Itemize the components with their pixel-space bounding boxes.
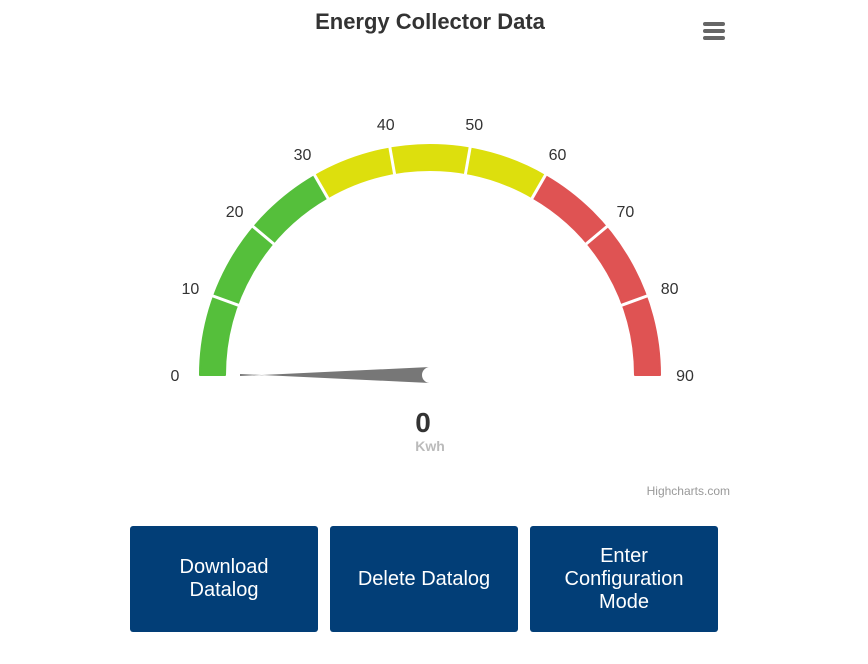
- enter-configuration-mode-button[interactable]: Enter Configuration Mode: [530, 526, 718, 632]
- gauge-tick-separator: [211, 294, 240, 307]
- gauge-tick-label: 10: [181, 281, 199, 298]
- highcharts-credits-link[interactable]: Highcharts.com: [646, 484, 730, 498]
- gauge-band-1: [199, 174, 329, 376]
- gauge-needle-layer: [240, 367, 430, 383]
- menu-bar: [703, 36, 725, 40]
- gauge-tick-separator: [388, 146, 397, 176]
- gauge-tick-separator: [312, 173, 330, 200]
- gauge-tick-label: 40: [377, 117, 395, 134]
- chart-title: Energy Collector Data: [315, 9, 545, 34]
- gauge-tick-label: 60: [549, 147, 567, 164]
- enter-configuration-mode-label: Enter Configuration Mode: [564, 544, 684, 613]
- gauge-tick-label: 90: [676, 368, 694, 385]
- gauge-tick-labels: 0 10 20 30 40 50 60 70 80 90: [171, 117, 694, 385]
- gauge-tick-label: 20: [226, 204, 244, 221]
- download-datalog-label: Download Datalog: [179, 556, 269, 601]
- gauge-tick-separator: [530, 173, 548, 200]
- menu-bar: [703, 29, 725, 33]
- download-datalog-button[interactable]: Download Datalog: [130, 526, 318, 632]
- gauge-tick-separator: [463, 146, 472, 176]
- gauge-tick-label: 0: [171, 368, 180, 385]
- menu-bar: [703, 22, 725, 26]
- gauge-bands: [199, 144, 661, 376]
- gauge-tick-label: 30: [294, 147, 312, 164]
- gauge-band-2: [314, 144, 546, 199]
- delete-datalog-button[interactable]: Delete Datalog: [330, 526, 518, 632]
- gauge-chart: 0 10 20 30 40 50 60 70 80 90 0 Kwh: [171, 117, 694, 454]
- gauge-value-label: 0: [415, 407, 431, 438]
- gauge-tick-label: 70: [616, 204, 634, 221]
- gauge-needle: [240, 367, 430, 383]
- gauge-tick-separator: [584, 224, 609, 246]
- gauge-unit-label: Kwh: [415, 438, 445, 454]
- gauge-tick-separator: [251, 224, 276, 246]
- gauge-band-3: [531, 174, 661, 376]
- hamburger-menu-icon[interactable]: [703, 22, 725, 42]
- delete-datalog-label: Delete Datalog: [357, 567, 491, 590]
- gauge-tick-separator: [620, 294, 649, 307]
- gauge-tick-label: 50: [465, 117, 483, 134]
- gauge-tick-label: 80: [661, 281, 679, 298]
